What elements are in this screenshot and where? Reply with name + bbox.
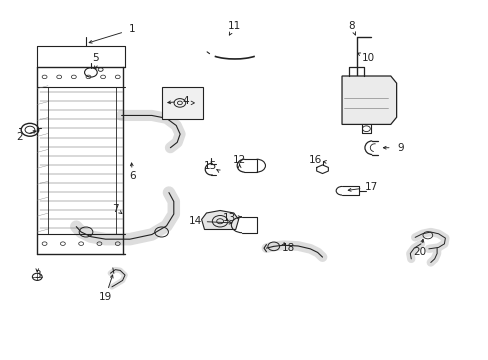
Text: 8: 8: [348, 21, 354, 31]
Text: 18: 18: [281, 243, 294, 253]
Text: 17: 17: [364, 182, 377, 192]
Text: 7: 7: [112, 204, 119, 214]
Text: 19: 19: [99, 292, 112, 302]
Text: 12: 12: [232, 155, 246, 165]
Text: 14: 14: [189, 216, 202, 226]
Polygon shape: [341, 76, 396, 125]
Text: 1: 1: [129, 24, 135, 35]
Text: 4: 4: [183, 96, 189, 106]
Text: 10: 10: [362, 53, 375, 63]
Text: 20: 20: [413, 247, 426, 257]
Text: 16: 16: [308, 155, 321, 165]
Text: 3: 3: [34, 270, 41, 280]
Text: 11: 11: [228, 21, 241, 31]
Polygon shape: [201, 211, 238, 229]
Text: 13: 13: [223, 213, 236, 222]
Text: 6: 6: [129, 171, 135, 181]
Text: 5: 5: [92, 53, 99, 63]
Polygon shape: [161, 87, 203, 119]
Text: 15: 15: [203, 161, 217, 171]
Text: 9: 9: [396, 143, 403, 153]
Text: 2: 2: [16, 132, 22, 142]
